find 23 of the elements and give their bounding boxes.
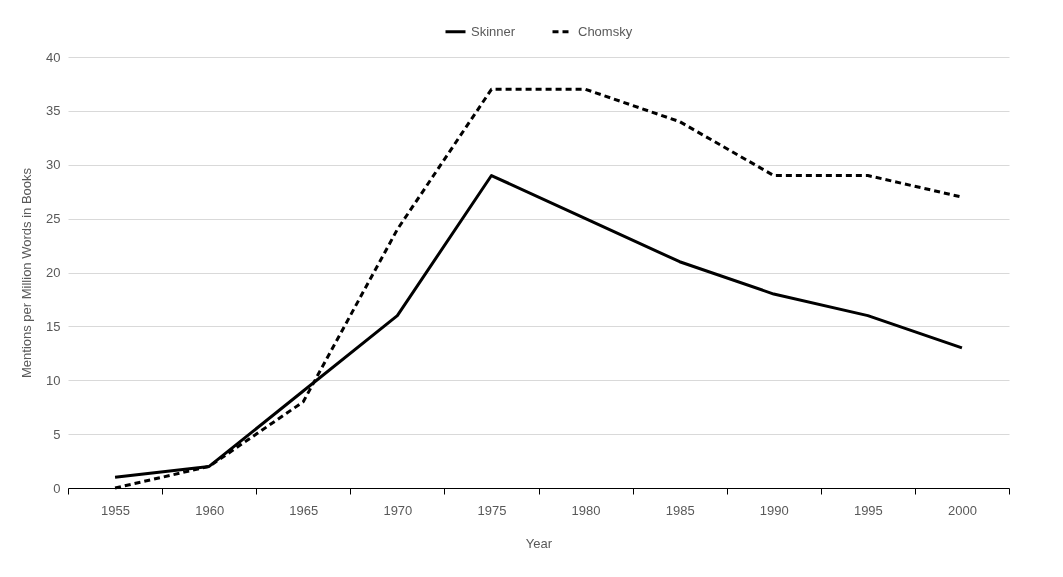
y-tick-label: 40	[46, 49, 61, 65]
x-tick-label: 1970	[383, 502, 413, 518]
x-tick-label: 2000	[947, 502, 977, 518]
x-tick-label: 1955	[101, 502, 131, 518]
y-tick-label: 10	[46, 372, 61, 388]
y-tick-label: 0	[53, 480, 61, 496]
y-tick-label: 5	[53, 426, 61, 442]
x-tick-label: 1985	[665, 502, 695, 518]
x-axis-title: Year	[525, 535, 553, 551]
x-tick-label: 1990	[759, 502, 789, 518]
y-tick-label: 25	[46, 211, 61, 227]
x-tick-label: 1975	[477, 502, 507, 518]
x-tick-label: 1965	[289, 502, 319, 518]
x-tick-label: 1995	[853, 502, 883, 518]
x-tick-label: 1980	[571, 502, 601, 518]
y-tick-label: 20	[46, 265, 61, 280]
x-tick-label: 1960	[195, 502, 225, 518]
y-axis-title: Mentions per Million Words in Books	[19, 167, 35, 379]
y-tick-label: 15	[46, 318, 61, 334]
y-tick-label: 35	[46, 103, 61, 119]
y-tick-label: 30	[46, 157, 61, 173]
legend-label: Chomsky	[578, 23, 633, 39]
legend-label: Skinner	[471, 23, 516, 39]
